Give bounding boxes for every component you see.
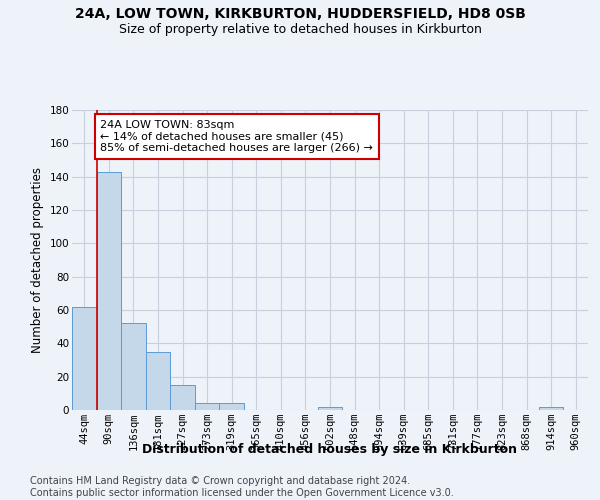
Bar xyxy=(170,385,195,410)
Text: Distribution of detached houses by size in Kirkburton: Distribution of detached houses by size … xyxy=(143,442,517,456)
Bar xyxy=(318,406,342,410)
Y-axis label: Number of detached properties: Number of detached properties xyxy=(31,167,44,353)
Text: Contains HM Land Registry data © Crown copyright and database right 2024.: Contains HM Land Registry data © Crown c… xyxy=(30,476,410,486)
Bar xyxy=(146,352,170,410)
Bar xyxy=(97,172,121,410)
Text: Contains public sector information licensed under the Open Government Licence v3: Contains public sector information licen… xyxy=(30,488,454,498)
Bar xyxy=(72,306,97,410)
Bar xyxy=(539,406,563,410)
Bar xyxy=(121,324,146,410)
Bar xyxy=(195,404,220,410)
Text: Size of property relative to detached houses in Kirkburton: Size of property relative to detached ho… xyxy=(119,22,481,36)
Bar xyxy=(220,404,244,410)
Text: 24A LOW TOWN: 83sqm
← 14% of detached houses are smaller (45)
85% of semi-detach: 24A LOW TOWN: 83sqm ← 14% of detached ho… xyxy=(100,120,373,153)
Text: 24A, LOW TOWN, KIRKBURTON, HUDDERSFIELD, HD8 0SB: 24A, LOW TOWN, KIRKBURTON, HUDDERSFIELD,… xyxy=(74,8,526,22)
